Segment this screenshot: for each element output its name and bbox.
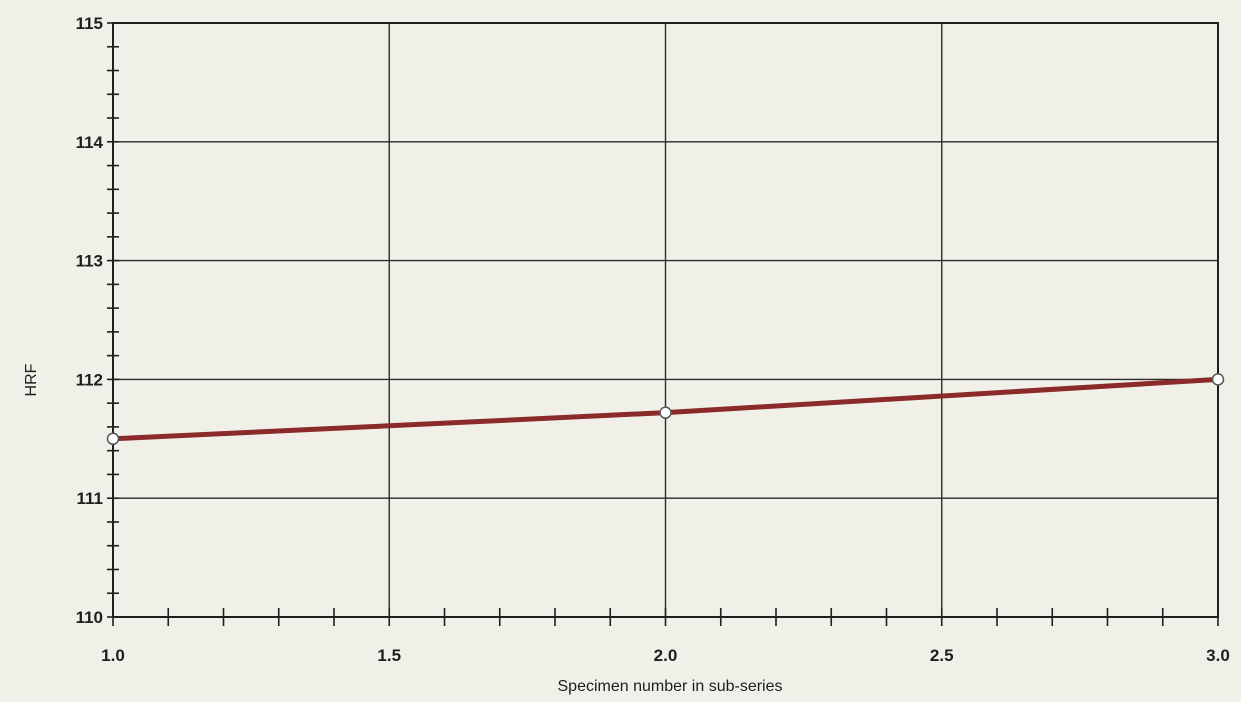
x-tick-label: 3.0 — [1206, 646, 1230, 665]
y-tick-label: 112 — [76, 370, 103, 389]
x-tick-label: 1.5 — [377, 646, 401, 665]
x-tick-labels: 1.0 1.5 2.0 2.5 3.0 — [101, 646, 1230, 665]
data-point — [106, 432, 120, 446]
x-tick-label: 2.0 — [654, 646, 678, 665]
plot-area-frame — [112, 22, 1219, 618]
y-tick-label: 114 — [76, 133, 104, 152]
y-tick-label: 111 — [77, 489, 104, 508]
grid — [112, 22, 1219, 618]
data-point — [1211, 373, 1225, 386]
y-tick-label: 113 — [76, 252, 103, 271]
x-axis-label: Specimen number in sub-series — [558, 678, 783, 695]
y-tick-label: 115 — [76, 14, 103, 33]
y-tick-labels: 110 111 112 113 114 115 — [76, 14, 104, 627]
data-point — [659, 406, 672, 419]
series-layer — [106, 373, 1225, 446]
y-axis-label: HRF — [23, 363, 40, 396]
minor-ticks — [107, 22, 1219, 626]
x-tick-label: 2.5 — [930, 646, 954, 665]
y-tick-label: 110 — [76, 608, 103, 627]
x-tick-label: 1.0 — [101, 646, 125, 665]
